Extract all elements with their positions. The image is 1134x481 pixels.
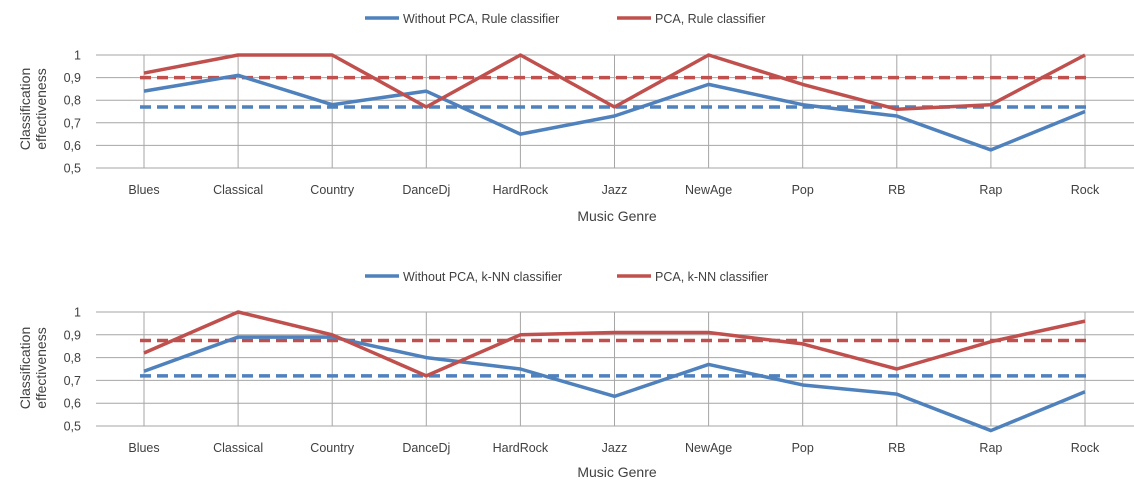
chart-1: Without PCA, Rule classifier PCA, Rule c… [17, 12, 1134, 224]
chart-2-category-5: Jazz [602, 441, 628, 455]
chart-2: Without PCA, k-NN classifier PCA, k-NN c… [17, 270, 1134, 480]
chart-1-category-8: RB [888, 183, 905, 197]
chart-1-ytick-0: 0,5 [64, 162, 81, 176]
chart-1-y-axis-title-line-2: effectiveness [33, 68, 49, 149]
chart-1-category-7: Pop [792, 183, 814, 197]
chart-1-ytick-1: 0,6 [64, 139, 81, 153]
chart-2-category-4: HardRock [493, 441, 549, 455]
chart-1-categories: Blues Classical Country DanceDj HardRock… [128, 183, 1100, 197]
chart-2-category-6: NewAge [685, 441, 732, 455]
chart-1-ytick-5: 1 [74, 49, 81, 63]
chart-1-series-1-line [143, 53, 1086, 111]
chart-1-category-9: Rap [979, 183, 1002, 197]
chart-1-y-axis-title: Classification effectiveness [17, 68, 49, 150]
chart-2-category-9: Rap [979, 441, 1002, 455]
chart-2-category-7: Pop [792, 441, 814, 455]
chart-1-legend-label-red: PCA, Rule classifier [655, 12, 765, 26]
chart-1-category-5: Jazz [602, 183, 628, 197]
chart-2-ytick-0: 0,5 [64, 420, 81, 434]
chart-2-series-0-line [143, 335, 1086, 433]
chart-2-x-axis-title: Music Genre [577, 464, 657, 480]
chart-2-y-axis-title-line-1: Classification [17, 327, 33, 409]
chart-2-y-ticks: 0,5 0,6 0,7 0,8 0,9 1 [64, 306, 81, 434]
chart-1-x-axis-title: Music Genre [577, 208, 657, 224]
chart-1-category-6: NewAge [685, 183, 732, 197]
chart-2-series [140, 310, 1092, 433]
chart-2-y-axis-title: Classification effectiveness [17, 327, 49, 409]
chart-1-category-4: HardRock [493, 183, 549, 197]
chart-1-legend: Without PCA, Rule classifier PCA, Rule c… [365, 12, 765, 26]
chart-2-grid [96, 311, 1134, 427]
chart-1-ytick-4: 0,9 [64, 71, 81, 85]
chart-1-category-10: Rock [1071, 183, 1100, 197]
chart-2-series-1-line [143, 310, 1086, 378]
chart-1-series-0-line [143, 73, 1086, 152]
chart-2-categories: Blues Classical Country DanceDj HardRock… [128, 441, 1100, 455]
chart-2-ytick-3: 0,8 [64, 351, 81, 365]
chart-1-grid [96, 54, 1134, 169]
chart-1-category-3: DanceDj [402, 183, 450, 197]
chart-2-y-axis-title-line-2: effectiveness [33, 327, 49, 408]
chart-2-ytick-2: 0,7 [64, 374, 81, 388]
chart-1-legend-label-blue: Without PCA, Rule classifier [403, 12, 559, 26]
chart-1-category-1: Classical [213, 183, 263, 197]
chart-2-legend-label-blue: Without PCA, k-NN classifier [403, 270, 562, 284]
chart-2-category-10: Rock [1071, 441, 1100, 455]
chart-2-category-8: RB [888, 441, 905, 455]
chart-2-category-3: DanceDj [402, 441, 450, 455]
chart-2-legend: Without PCA, k-NN classifier PCA, k-NN c… [365, 270, 768, 284]
chart-1-series [140, 53, 1092, 152]
chart-1-ytick-3: 0,8 [64, 94, 81, 108]
chart-1-category-2: Country [310, 183, 355, 197]
chart-1-y-axis-title-line-1: Classification [17, 68, 33, 150]
chart-2-ytick-1: 0,6 [64, 397, 81, 411]
chart-2-ytick-4: 0,9 [64, 328, 81, 342]
chart-2-ytick-5: 1 [74, 306, 81, 320]
chart-2-category-1: Classical [213, 441, 263, 455]
chart-1-category-0: Blues [128, 183, 159, 197]
chart-2-category-0: Blues [128, 441, 159, 455]
chart-2-category-2: Country [310, 441, 355, 455]
chart-1-y-ticks: 0,5 0,6 0,7 0,8 0,9 1 [64, 49, 81, 176]
chart-2-legend-label-red: PCA, k-NN classifier [655, 270, 768, 284]
chart-1-ytick-2: 0,7 [64, 116, 81, 130]
